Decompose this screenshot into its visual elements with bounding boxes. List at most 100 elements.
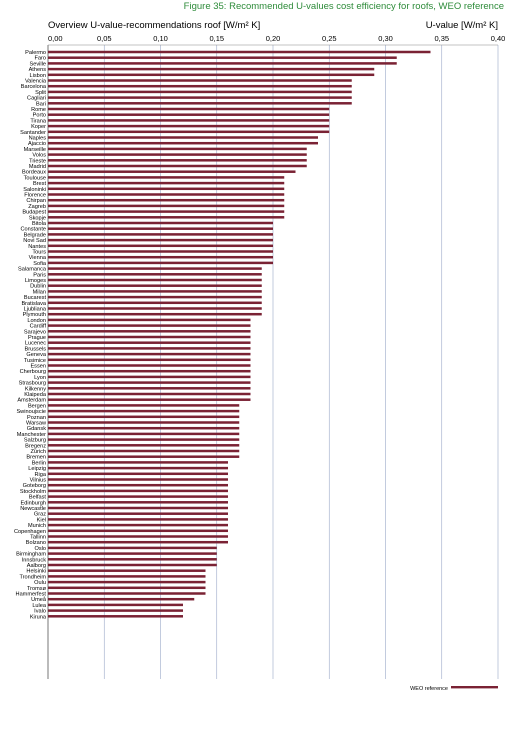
bar bbox=[48, 84, 352, 88]
bar bbox=[48, 330, 251, 333]
bar bbox=[48, 341, 251, 344]
category-label: Berlin bbox=[32, 460, 46, 466]
bar bbox=[48, 210, 285, 213]
category-label: Vienna bbox=[29, 255, 47, 261]
bar bbox=[48, 335, 251, 339]
bar bbox=[48, 529, 228, 533]
category-label: Zagreb bbox=[28, 204, 46, 210]
category-label: Lucenec bbox=[25, 341, 46, 347]
category-label: Belgrade bbox=[24, 232, 46, 238]
category-label: Umeå bbox=[31, 596, 47, 603]
bar bbox=[48, 461, 228, 464]
category-label: Novi Sad bbox=[23, 238, 46, 244]
bar bbox=[48, 409, 240, 413]
category-label: Split bbox=[35, 90, 46, 96]
category-label: Tromsø bbox=[27, 586, 47, 592]
category-label: Volos bbox=[32, 153, 46, 159]
bar bbox=[48, 176, 285, 179]
bar bbox=[48, 187, 285, 191]
bar bbox=[48, 324, 251, 327]
bar bbox=[48, 483, 228, 487]
bar bbox=[48, 221, 273, 225]
category-label: Birmingham bbox=[16, 552, 46, 558]
category-label: Trondheim bbox=[19, 574, 46, 580]
category-label: Newcastle bbox=[20, 506, 46, 512]
bar bbox=[48, 347, 251, 350]
category-label: Amsterdam bbox=[17, 398, 46, 404]
category-label: Manchester bbox=[17, 432, 46, 438]
category-label: Gdansk bbox=[27, 426, 46, 432]
bar bbox=[48, 569, 206, 572]
bar bbox=[48, 102, 352, 105]
bar bbox=[48, 216, 285, 219]
category-label: Rome bbox=[31, 107, 46, 113]
bar bbox=[48, 586, 206, 590]
category-label: Oulu bbox=[34, 580, 46, 586]
bar bbox=[48, 284, 262, 287]
bar bbox=[48, 449, 240, 453]
bar bbox=[48, 147, 307, 151]
category-label: Stockholm bbox=[20, 489, 46, 495]
category-label: Paris bbox=[33, 272, 46, 278]
category-label: Barcelona bbox=[21, 84, 47, 90]
category-label: Cagliari bbox=[27, 96, 46, 102]
category-label: Bitola bbox=[32, 221, 47, 227]
bar bbox=[48, 141, 318, 145]
bar bbox=[48, 119, 330, 122]
bar bbox=[48, 50, 431, 54]
bar bbox=[48, 489, 228, 493]
bar bbox=[48, 124, 330, 128]
category-label: Swinoujscie bbox=[16, 409, 46, 415]
category-label: Salamanca bbox=[18, 267, 47, 273]
category-label: Ivalo bbox=[34, 609, 46, 615]
category-label: Nantes bbox=[28, 244, 46, 250]
category-label: Zürich bbox=[30, 449, 46, 455]
bar bbox=[48, 153, 307, 156]
bar bbox=[48, 398, 251, 401]
category-label: Oslo bbox=[34, 546, 46, 552]
category-label: Geneva bbox=[26, 352, 46, 358]
bar bbox=[48, 540, 228, 544]
bar bbox=[48, 56, 397, 59]
bar bbox=[48, 603, 183, 607]
x-tick-label: 0,20 bbox=[266, 34, 281, 43]
category-label: Limoges bbox=[25, 278, 46, 284]
bar bbox=[48, 421, 240, 424]
bar bbox=[48, 113, 330, 116]
category-label: Athens bbox=[29, 67, 47, 73]
category-label: Bucarest bbox=[24, 295, 47, 301]
category-label: Hammerfest bbox=[16, 592, 47, 598]
legend-swatch bbox=[451, 686, 498, 689]
bar bbox=[48, 73, 375, 77]
category-label: Munich bbox=[28, 523, 46, 529]
bar bbox=[48, 472, 228, 476]
bar bbox=[48, 444, 240, 447]
bar bbox=[48, 506, 228, 510]
bar bbox=[48, 261, 273, 265]
bar bbox=[48, 426, 240, 430]
bar bbox=[48, 592, 206, 595]
bar bbox=[48, 358, 251, 362]
category-label: Tallinn bbox=[30, 535, 46, 541]
bar bbox=[48, 267, 262, 270]
category-label: Aalborg bbox=[27, 563, 46, 569]
category-label: Seville bbox=[30, 61, 46, 67]
bar bbox=[48, 290, 262, 293]
bar bbox=[48, 552, 217, 555]
category-label: Lulea bbox=[32, 603, 47, 609]
x-tick-label: 0,00 bbox=[48, 34, 63, 43]
category-label: Ajaccio bbox=[28, 141, 46, 147]
category-label: Skopje bbox=[29, 215, 46, 221]
category-label: Bordeaux bbox=[22, 170, 46, 176]
x-tick-label: 0,05 bbox=[97, 34, 112, 43]
bar bbox=[48, 381, 251, 384]
bar bbox=[48, 364, 251, 367]
category-label: Prague bbox=[28, 335, 46, 341]
category-label: Bregenz bbox=[25, 443, 46, 449]
category-label: Kilkenny bbox=[25, 386, 46, 392]
bar bbox=[48, 295, 262, 299]
bar bbox=[48, 136, 318, 139]
figure-caption: Figure 35: Recommended U-values cost eff… bbox=[183, 1, 504, 12]
category-label: Leipzig bbox=[28, 466, 46, 472]
